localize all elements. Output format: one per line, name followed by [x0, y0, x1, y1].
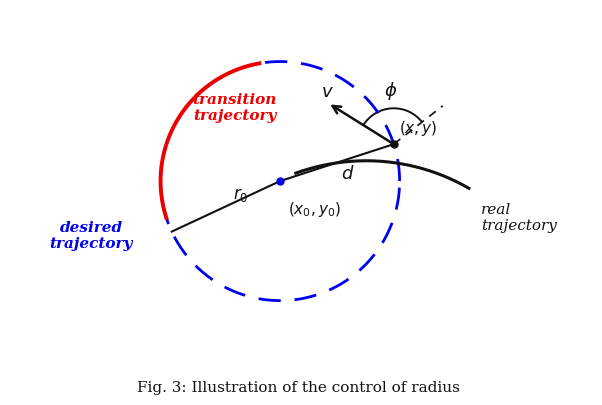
Text: desired
trajectory: desired trajectory	[49, 220, 133, 250]
Text: $d$: $d$	[341, 165, 355, 183]
Text: $(x,y)$: $(x,y)$	[399, 119, 437, 138]
Text: transition
trajectory: transition trajectory	[193, 93, 277, 123]
Text: real
trajectory: real trajectory	[481, 202, 557, 232]
Text: Fig. 3: Illustration of the control of radius: Fig. 3: Illustration of the control of r…	[137, 380, 459, 394]
Text: $r_0$: $r_0$	[232, 186, 248, 204]
Text: $(x_0,y_0)$: $(x_0,y_0)$	[288, 200, 341, 218]
Text: $v$: $v$	[321, 83, 334, 101]
Text: $\phi$: $\phi$	[384, 80, 397, 102]
